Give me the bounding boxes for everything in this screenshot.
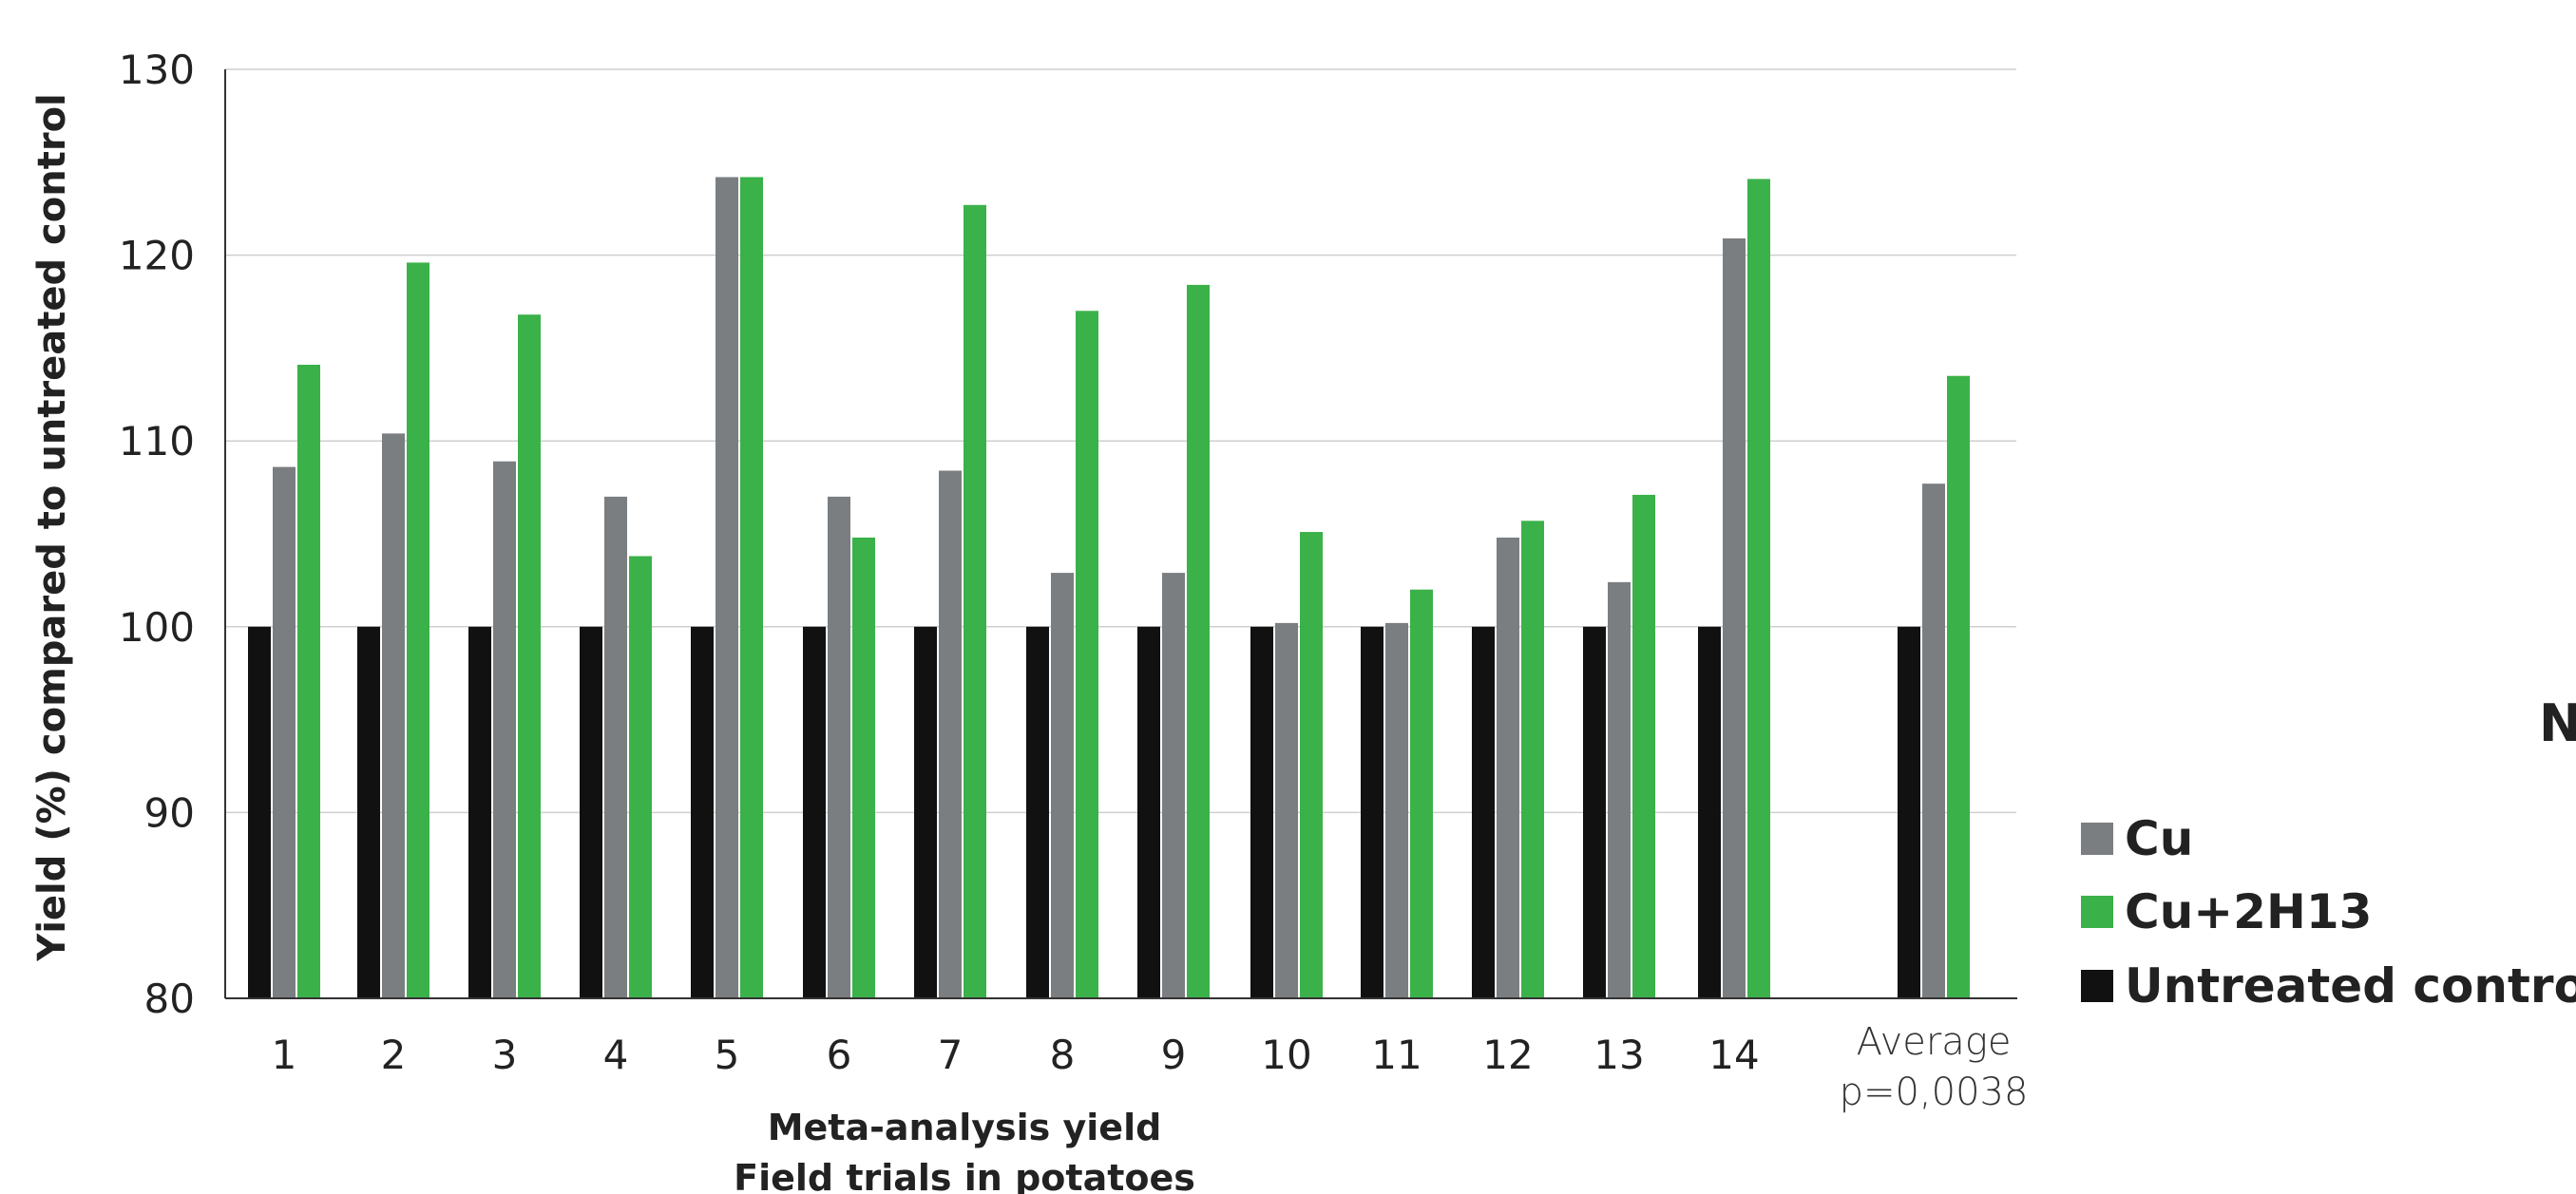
- y-axis-label: Yield (%) compared to untreated control: [30, 93, 74, 962]
- legend-label-cu-2h13: Cu+2H13: [2125, 884, 2373, 939]
- bar-untreated-control-15: [1898, 626, 1920, 998]
- bar-untreated-control-10: [1250, 626, 1273, 998]
- x-tick-label: 11: [1371, 1032, 1422, 1078]
- bar-untreated-control-1: [248, 626, 271, 998]
- y-tick-label: 120: [119, 233, 195, 279]
- legend-swatch-cu-2h13: [2081, 896, 2113, 928]
- x-axis-title-line1: Meta-analysis yield: [768, 1107, 1162, 1148]
- bar-untreated-control-3: [468, 626, 491, 998]
- bar-untreated-control-9: [1137, 626, 1160, 998]
- x-tick-label: 9: [1161, 1032, 1187, 1078]
- bar-cu-2h13-11: [1410, 589, 1433, 998]
- bar-cu-2h13-14: [1747, 179, 1770, 999]
- legend-item-untreated-control: Untreated control: [2081, 953, 2576, 1019]
- x-tick-label: Average: [1857, 1020, 2012, 1064]
- x-tick-label: 1: [272, 1032, 297, 1078]
- bar-cu-4: [604, 496, 627, 998]
- x-tick-label: 14: [1708, 1032, 1759, 1078]
- bar-cu-9: [1162, 573, 1185, 998]
- cropped-edge-text: N: [2539, 693, 2576, 753]
- bar-cu-5: [716, 177, 738, 998]
- y-tick-labels: 80 90 100 110 120 130: [119, 47, 195, 1022]
- bar-cu-13: [1608, 581, 1631, 998]
- bar-cu-8: [1051, 573, 1074, 998]
- bar-cu-2h13-5: [740, 177, 763, 998]
- x-tick-label: 13: [1593, 1032, 1644, 1078]
- bar-cu-10: [1275, 622, 1298, 998]
- x-tick-label: 10: [1261, 1032, 1311, 1078]
- bar-untreated-control-6: [803, 626, 826, 998]
- average-note: p=0,0038: [1840, 1071, 2029, 1114]
- x-tick-label: 5: [715, 1032, 740, 1078]
- bar-cu-2h13-13: [1632, 494, 1655, 998]
- bar-cu-2h13-15: [1947, 375, 1970, 998]
- legend-swatch-cu: [2081, 823, 2113, 855]
- y-tick-label: 90: [144, 789, 195, 836]
- bar-cu-2h13-7: [964, 204, 986, 999]
- bar-cu-12: [1497, 537, 1519, 998]
- bar-untreated-control-11: [1361, 626, 1383, 998]
- x-tick-label: 12: [1482, 1032, 1533, 1078]
- x-tick-labels: 1 2 3 4 5 6 7 8 9 10 11 12 13 14 Average: [272, 1020, 2012, 1078]
- bar-untreated-control-4: [580, 626, 602, 998]
- bar-untreated-control-12: [1472, 626, 1495, 998]
- legend-item-cu: Cu: [2081, 805, 2193, 872]
- bar-cu-2h13-2: [407, 262, 429, 998]
- bar-cu-2h13-3: [518, 314, 541, 998]
- bar-untreated-control-5: [691, 626, 714, 998]
- bar-untreated-control-7: [914, 626, 937, 998]
- bar-cu-3: [493, 461, 516, 998]
- bar-cu-2h13-9: [1187, 284, 1210, 998]
- x-tick-label: 3: [492, 1032, 518, 1078]
- bar-untreated-control-8: [1026, 626, 1049, 998]
- bar-untreated-control-2: [357, 626, 380, 998]
- bar-cu-15: [1922, 483, 1945, 998]
- bar-cu-11: [1385, 622, 1408, 998]
- bar-cu-2h13-8: [1076, 311, 1098, 998]
- legend-swatch-untreated-control: [2081, 970, 2113, 1002]
- bar-cu-6: [828, 496, 850, 998]
- bar-untreated-control-14: [1698, 626, 1721, 998]
- legend-label-cu: Cu: [2125, 811, 2194, 866]
- x-tick-label: 8: [1050, 1032, 1076, 1078]
- bar-cu-2h13-12: [1521, 521, 1544, 998]
- x-tick-label: 6: [827, 1032, 852, 1078]
- bar-cu-1: [273, 466, 296, 999]
- bar-untreated-control-13: [1583, 626, 1606, 998]
- y-tick-label: 110: [119, 418, 195, 464]
- x-tick-label: 2: [381, 1032, 407, 1078]
- bars: [248, 177, 1970, 999]
- bar-cu-2: [382, 433, 405, 999]
- x-axis-title-line2: Field trials in potatoes: [734, 1157, 1195, 1194]
- y-tick-label: 130: [119, 47, 195, 93]
- legend-item-cu-2h13: Cu+2H13: [2081, 879, 2372, 945]
- bar-cu-2h13-4: [629, 556, 652, 998]
- y-tick-label: 100: [119, 604, 195, 651]
- x-tick-label: 4: [603, 1032, 629, 1078]
- bar-cu-2h13-1: [297, 365, 320, 998]
- bar-cu-14: [1723, 237, 1746, 999]
- y-tick-label: 80: [144, 976, 195, 1022]
- x-tick-label: 7: [938, 1032, 964, 1078]
- bar-cu-2h13-6: [852, 537, 875, 998]
- legend-label-untreated-control: Untreated control: [2125, 958, 2576, 1014]
- bar-cu-7: [939, 470, 962, 999]
- bar-cu-2h13-10: [1300, 532, 1323, 998]
